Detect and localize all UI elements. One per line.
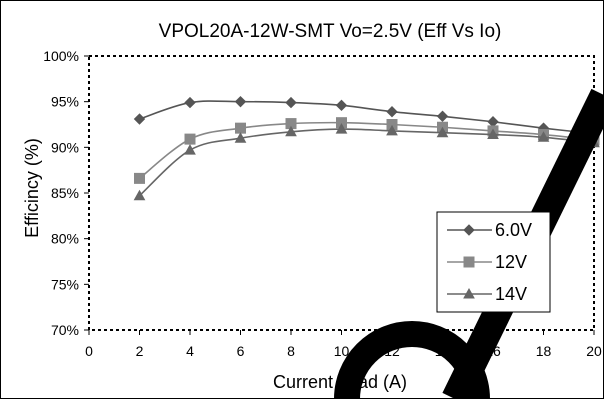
y-tick-label: 95% (51, 94, 79, 110)
x-tick-label: 0 (85, 343, 93, 359)
data-point (436, 110, 449, 122)
data-point (335, 123, 348, 134)
data-point (133, 189, 146, 201)
x-tick-label: 20 (586, 343, 602, 359)
data-point (335, 99, 348, 112)
data-point (537, 131, 550, 142)
data-point (487, 128, 499, 140)
data-point (133, 113, 146, 125)
y-axis-title: Efficincy (%) (22, 138, 42, 238)
y-tick-label: 80% (51, 231, 79, 247)
data-point (285, 96, 297, 109)
y-tick-label: 90% (51, 139, 79, 155)
x-axis-title: Current Load (A) (273, 372, 407, 392)
x-tick-label: 2 (136, 343, 144, 359)
data-point (436, 126, 449, 138)
data-point (285, 125, 297, 137)
data-point (234, 132, 247, 143)
data-point (235, 122, 246, 134)
chart-title: VPOL20A-12W-SMT Vo=2.5V (Eff Vs Io) (159, 21, 502, 42)
legend-label: 12V (495, 252, 527, 272)
legend-label: 6.0V (495, 220, 532, 240)
y-tick-label: 75% (51, 276, 79, 292)
data-point (234, 95, 247, 108)
y-tick-label: 85% (51, 185, 79, 201)
x-tick-label: 6 (237, 343, 245, 359)
series-line (139, 121, 595, 180)
x-tick-label: 8 (287, 343, 295, 359)
arc-stripe (334, 321, 490, 399)
series-line (138, 128, 595, 197)
x-tick-label: 10 (334, 343, 350, 359)
legend-marker (463, 287, 475, 299)
series-2 (133, 123, 600, 201)
x-tick-label: 18 (536, 343, 552, 359)
data-point (134, 172, 145, 184)
legend-marker (463, 224, 475, 236)
x-tick-label: 4 (186, 343, 194, 359)
series-line (139, 100, 595, 135)
data-point (386, 106, 398, 118)
y-tick-label: 100% (43, 48, 79, 64)
legend-label: 14V (495, 284, 527, 304)
data-point (184, 133, 196, 145)
y-tick-label: 70% (51, 322, 79, 338)
data-point (386, 124, 398, 136)
data-point (184, 144, 196, 155)
data-point (184, 96, 196, 109)
legend-marker (463, 256, 475, 268)
